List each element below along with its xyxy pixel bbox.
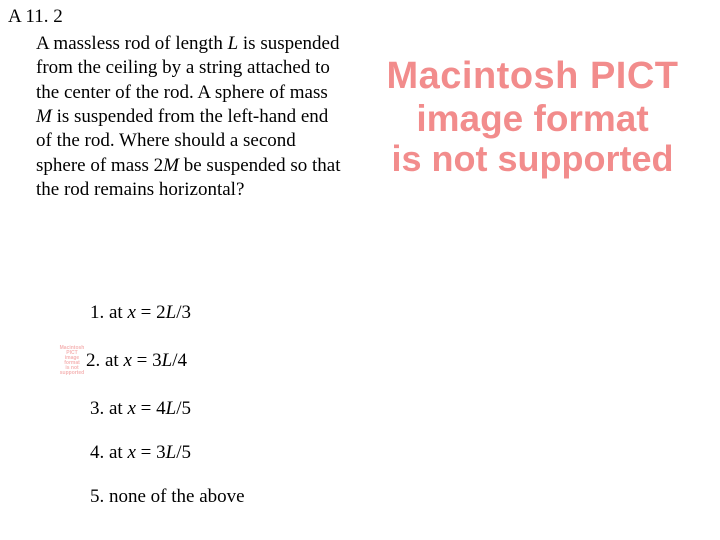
ans-num: 5. none of the above [90, 486, 245, 507]
ans-lv: L [162, 350, 173, 371]
q-var-M2: M [163, 155, 179, 176]
ans-num: 2. at [86, 350, 123, 371]
answer-text: 2. at x = 3L/4 [86, 350, 187, 372]
q-var-L: L [228, 33, 239, 54]
ans-num: 1. at [90, 302, 127, 323]
answer-text: 5. none of the above [90, 486, 245, 508]
ans-num: 3. at [90, 398, 127, 419]
answers-list: 1. at x = 2L/3 Macintosh PICT image form… [90, 302, 245, 508]
ans-fr: /5 [176, 398, 191, 419]
answer-text: 4. at x = 3L/5 [90, 442, 191, 464]
answer-option-3: 3. at x = 4L/5 [90, 398, 245, 420]
answer-text: 3. at x = 4L/5 [90, 398, 191, 420]
answer-option-2: Macintosh PICT image format is not suppo… [90, 346, 245, 376]
answer-text: 1. at x = 2L/3 [90, 302, 191, 324]
ans-num: 4. at [90, 442, 127, 463]
answer-option-1: 1. at x = 2L/3 [90, 302, 245, 324]
answer-option-5: 5. none of the above [90, 486, 245, 508]
pict-error-line1: Macintosh PICT [360, 55, 705, 98]
ans-var: x [127, 302, 135, 323]
q-prefix: A massless rod of length [36, 33, 228, 54]
slide-label: A 11. 2 [8, 6, 63, 28]
mini-pict-l3: is not supported [58, 366, 86, 376]
pict-error-placeholder: Macintosh PICT image format is not suppo… [360, 55, 705, 179]
ans-eq: = 3 [136, 442, 166, 463]
pict-error-line3: is not supported [360, 139, 705, 179]
ans-eq: = 2 [136, 302, 166, 323]
ans-var: x [127, 398, 135, 419]
ans-lv: L [166, 442, 177, 463]
q-var-M: M [36, 106, 52, 127]
mini-pict-icon: Macintosh PICT image format is not suppo… [58, 346, 86, 376]
ans-var: x [123, 350, 131, 371]
ans-fr: /4 [172, 350, 187, 371]
ans-eq: = 4 [136, 398, 166, 419]
ans-lv: L [166, 302, 177, 323]
ans-eq: = 3 [132, 350, 162, 371]
ans-fr: /3 [176, 302, 191, 323]
ans-var: x [127, 442, 135, 463]
ans-lv: L [166, 398, 177, 419]
ans-fr: /5 [176, 442, 191, 463]
question-text: A massless rod of length L is suspended … [36, 32, 346, 202]
pict-error-line2: image format [360, 98, 705, 139]
answer-option-4: 4. at x = 3L/5 [90, 442, 245, 464]
